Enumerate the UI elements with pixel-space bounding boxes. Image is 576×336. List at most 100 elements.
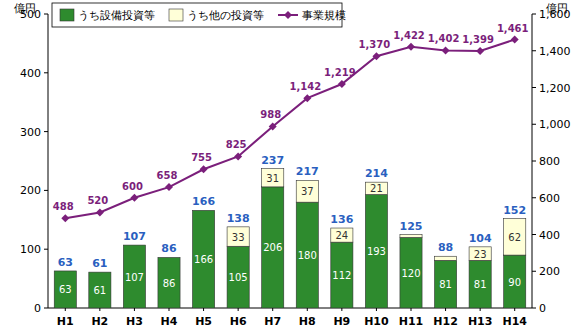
marker (442, 46, 450, 54)
data-label: 1,461 (497, 23, 529, 34)
y2-tick (532, 234, 536, 235)
y-axis-label: 億円 (14, 2, 36, 15)
bar (158, 257, 180, 308)
x-tick-label: H5 (195, 315, 212, 328)
data-label: 520 (87, 195, 108, 206)
data-label: 24 (335, 230, 348, 241)
x-tick-label: H2 (91, 315, 108, 328)
y2-tick (532, 161, 536, 162)
y2-axis-label: 億円 (546, 2, 568, 15)
total-label: 104 (469, 232, 492, 245)
data-label: 37 (301, 186, 314, 197)
data-label: 658 (157, 170, 178, 181)
data-label: 166 (194, 254, 213, 265)
x-tick-label: H3 (126, 315, 143, 328)
y-tick-label: 0 (34, 302, 41, 315)
bar (504, 219, 526, 255)
y2-tick-label: 1,400 (539, 45, 571, 58)
data-label: 21 (370, 183, 383, 194)
bar (123, 245, 145, 308)
bar (435, 260, 457, 308)
marker (372, 52, 380, 60)
data-label: 61 (93, 285, 106, 296)
data-label: 62 (508, 232, 521, 243)
data-label: 81 (474, 279, 487, 290)
x-tick (99, 308, 100, 311)
y2-tick (532, 50, 536, 51)
y2-tick-label: 0 (539, 302, 546, 315)
y2-tick (532, 271, 536, 272)
data-label: 1,219 (324, 67, 356, 78)
x-tick (65, 308, 66, 311)
marker (338, 80, 346, 88)
bar (296, 180, 318, 202)
data-label: 600 (122, 181, 143, 192)
x-tick (411, 308, 412, 311)
data-label: 206 (263, 242, 282, 253)
marker (269, 122, 277, 130)
bar (365, 182, 387, 194)
y2-tick-label: 1,000 (539, 118, 571, 131)
x-tick-label: H12 (433, 315, 458, 328)
y-tick (44, 249, 48, 250)
x-tick (203, 308, 204, 311)
data-label: 1,422 (393, 30, 425, 41)
data-label: 81 (439, 279, 452, 290)
labels: 6361107861661052061801121931208181903331… (53, 23, 529, 297)
legend-label: うち他の投資等 (187, 9, 264, 22)
bar (54, 271, 76, 308)
bar (331, 242, 353, 308)
legend-box (52, 3, 342, 27)
marker (303, 94, 311, 102)
data-label: 90 (508, 277, 521, 288)
x-tick (514, 308, 515, 311)
data-label: 193 (367, 246, 386, 257)
bar (400, 235, 422, 238)
x-tick (445, 308, 446, 311)
x-tick-label: H8 (299, 315, 316, 328)
x-tick (272, 308, 273, 311)
bar (469, 260, 491, 308)
data-label: 112 (332, 270, 351, 281)
y2-tick (532, 197, 536, 198)
total-label: 217 (296, 165, 319, 178)
y-tick (44, 14, 48, 15)
y-axis (48, 14, 49, 308)
bar (193, 210, 215, 308)
x-tick (238, 308, 239, 311)
legend-label: うち設備投資等 (78, 9, 155, 22)
x-tick-label: H9 (333, 315, 350, 328)
data-label: 1,399 (462, 34, 494, 45)
bar (331, 228, 353, 242)
data-label: 105 (229, 272, 248, 283)
data-label: 63 (59, 284, 72, 295)
y-tick-label: 400 (20, 67, 41, 80)
y-tick (44, 190, 48, 191)
data-label: 86 (163, 278, 176, 289)
legend: うち設備投資等うち他の投資等事業規模 (52, 3, 346, 27)
chart: 010020030040050002004006008001,0001,2001… (0, 0, 576, 336)
bar (262, 169, 284, 187)
bar (262, 187, 284, 308)
marker (476, 47, 484, 55)
bar (227, 227, 249, 246)
total-label: 86 (161, 242, 177, 255)
bar (365, 195, 387, 308)
x-tick (134, 308, 135, 311)
x-tick-label: H14 (502, 315, 527, 328)
data-label: 1,370 (359, 39, 391, 50)
total-label: 61 (92, 257, 107, 270)
bar (89, 272, 111, 308)
data-label: 107 (125, 272, 144, 283)
total-label: 214 (365, 167, 388, 180)
total-label: 152 (503, 204, 526, 217)
x-tick-label: H11 (399, 315, 424, 328)
legend-swatch (284, 11, 292, 19)
x-tick-label: H1 (57, 315, 74, 328)
y2-tick-label: 800 (539, 155, 560, 168)
y2-tick-label: 400 (539, 229, 560, 242)
y2-tick (532, 14, 536, 15)
marker (511, 36, 519, 44)
total-label: 88 (438, 241, 453, 254)
y2-tick (532, 124, 536, 125)
